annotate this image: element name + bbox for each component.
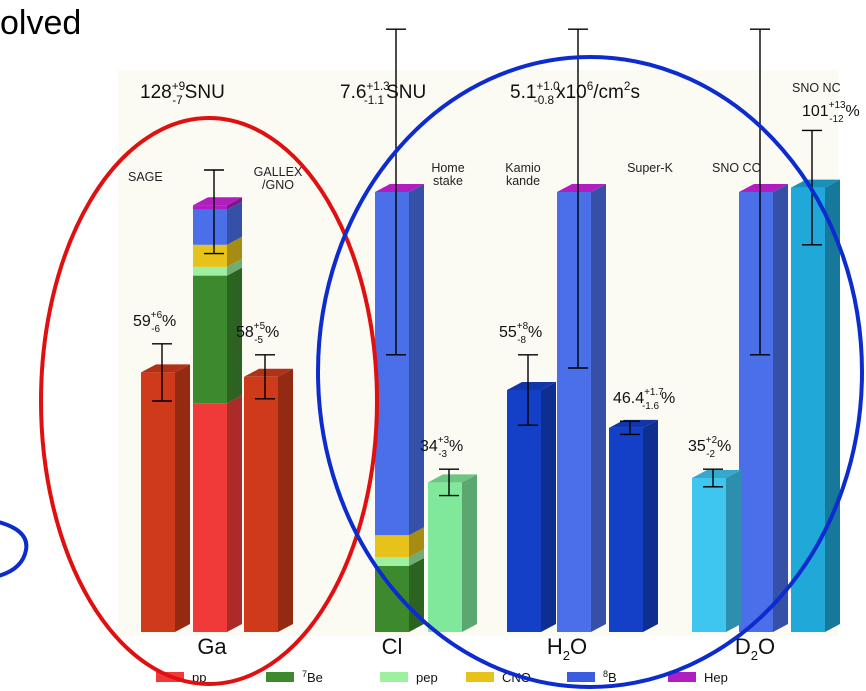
theory-segment-CNO-side	[227, 236, 242, 267]
theory-segment-7Be	[193, 275, 227, 404]
annotation-ellipse-red	[39, 116, 379, 686]
experiment-name-2-1: Super-K	[627, 161, 674, 175]
prediction-label-1: 7.6+1.3 -1.1 SNU	[340, 80, 426, 107]
theory-bar-top	[557, 184, 606, 192]
theory-segment-8B	[375, 192, 409, 536]
group-label-1: Cl	[382, 634, 403, 659]
measurement-bar-1	[609, 427, 643, 632]
measurement-bar-top-0	[692, 470, 741, 478]
legend-swatch-1	[266, 672, 294, 682]
theory-bar-top	[739, 184, 788, 192]
measurement-bar-0	[692, 478, 726, 632]
measurement-bar-1-side	[278, 368, 293, 632]
experiment-name-1-0: Home	[431, 161, 464, 175]
experiment-name-0-0: SAGE	[128, 170, 163, 184]
legend-swatch-4	[567, 672, 595, 682]
prediction-label-0: 128+9 -7 SNU	[140, 80, 225, 107]
theory-segment-8B-side	[409, 184, 424, 536]
measurement-bar-1	[244, 376, 278, 632]
theory-segment-pp	[193, 403, 227, 632]
measurement-bar-top-1	[244, 368, 293, 377]
theory-segment-8B	[557, 192, 591, 632]
ratio-label-3-0: 35+2 -2%	[688, 435, 731, 460]
experiment-name2-1-0: stake	[433, 174, 463, 188]
measurement-bar-0-side	[175, 364, 190, 632]
measurement-bar-1-side	[643, 419, 658, 632]
header-fragment: olved	[0, 4, 82, 42]
legend: pp 7Be pep CNO 8B Hep	[156, 669, 728, 685]
theory-segment-8B	[193, 209, 227, 245]
theory-segment-8B-side	[591, 184, 606, 632]
measurement-bar-top-0	[428, 474, 477, 483]
theory-bar-top	[193, 197, 242, 206]
theory-segment-7Be-side	[227, 267, 242, 404]
theory-segment-8B	[739, 192, 773, 632]
theory-segment-pep	[375, 557, 409, 566]
experiment-name2-0-1: /GNO	[262, 178, 294, 192]
group-2	[507, 28, 658, 632]
experiment-name-3-1: SNO NC	[792, 81, 841, 95]
legend-label-1: 7Be	[302, 669, 323, 685]
experiment-name2-2-0: kande	[506, 174, 540, 188]
measurement-bar-1	[791, 187, 825, 632]
theory-segment-8B-side	[227, 201, 242, 245]
legend-label-4: 8B	[603, 669, 617, 685]
ratio-label-1-0: 34+3 -3%	[420, 435, 463, 460]
measurement-bar-0-side	[462, 474, 477, 632]
ratio-label-0-0: 59+6 -6%	[133, 310, 176, 335]
ratio-label-3-1: 101+13 -12%	[802, 100, 860, 125]
ratio-label-2-0: 55+8 -8%	[499, 321, 542, 346]
theory-segment-CNO	[375, 535, 409, 558]
theory-segment-pep	[193, 266, 227, 276]
measurement-bar-0	[141, 372, 175, 632]
theory-segment-Hep	[193, 205, 227, 210]
legend-swatch-3	[466, 672, 494, 682]
legend-label-5: Hep	[704, 670, 728, 685]
theory-segment-Hep-side	[227, 197, 242, 210]
experiment-name-2-0: Kamio	[505, 161, 540, 175]
legend-label-2: pep	[416, 670, 438, 685]
group-0	[141, 169, 293, 632]
group-label-2: H2O	[547, 634, 587, 663]
group-1	[375, 28, 477, 632]
legend-swatch-2	[380, 672, 408, 682]
measurement-bar-0	[428, 482, 462, 632]
measurement-bar-0-side	[726, 470, 741, 632]
experiment-name-3-0: SNO CC	[712, 161, 761, 175]
group-label-0: Ga	[197, 634, 227, 659]
theory-segment-pep-side	[227, 258, 242, 276]
measurement-bar-0	[507, 390, 541, 632]
theory-segment-pep-side	[409, 549, 424, 566]
measurement-bar-top-0	[141, 364, 190, 373]
theory-segment-CNO-side	[409, 527, 424, 558]
annotation-arc-left	[0, 520, 29, 578]
experiment-name-0-1: GALLEX	[254, 165, 303, 179]
legend-swatch-5	[668, 672, 696, 682]
measurement-bar-top-1	[791, 179, 840, 188]
group-label-3: D2O	[735, 634, 775, 663]
prediction-label-2: 5.1+1.0 -0.8 x106/cm2s	[510, 80, 640, 107]
measurement-bar-0-side	[541, 382, 556, 632]
ratio-label-0-1: 58+5 -5%	[236, 321, 279, 346]
measurement-bar-top-0	[507, 382, 556, 390]
annotation-ellipse-blue	[316, 55, 864, 689]
ratio-label-2-1: 46.4+1.7 -1.6%	[613, 387, 675, 412]
theory-segment-pp-side	[227, 395, 242, 632]
theory-segment-8B-side	[773, 184, 788, 632]
theory-bar-top	[375, 184, 424, 192]
theory-segment-CNO	[193, 244, 227, 267]
